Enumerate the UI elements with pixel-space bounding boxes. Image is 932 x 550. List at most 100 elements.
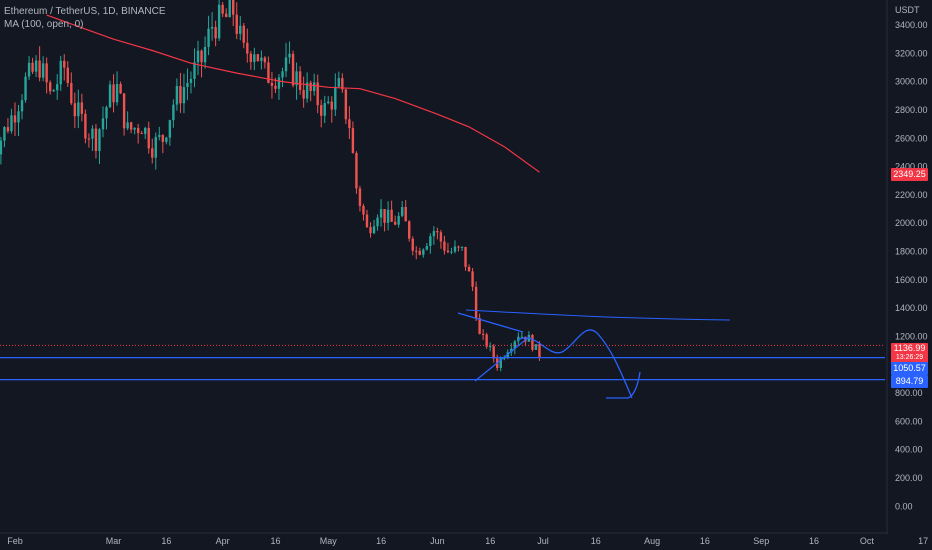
x-tick-label: Jul [537, 536, 549, 546]
candle-body [74, 103, 76, 116]
candle-body [158, 135, 160, 137]
candle-body [126, 122, 128, 128]
candle-body [45, 63, 47, 82]
candle-body [482, 334, 484, 335]
y-tick-label: 800.00 [895, 388, 923, 398]
candle-body [60, 61, 62, 84]
candle-body [42, 63, 44, 77]
x-tick-label: Oct [860, 536, 875, 546]
candle-body [169, 120, 171, 138]
candle-body [28, 63, 30, 77]
candle-body [302, 90, 304, 99]
candle-body [436, 231, 438, 232]
candle-body [204, 47, 206, 62]
candle-body [292, 54, 294, 86]
candle-body [429, 236, 431, 246]
candle-body [105, 107, 107, 118]
candle-body [239, 26, 241, 34]
candle-body [450, 252, 452, 253]
candle-body [366, 215, 368, 227]
x-tick-label: Mar [106, 536, 122, 546]
candle-body [63, 61, 65, 68]
candle-body [119, 84, 121, 93]
candle-body [246, 43, 248, 54]
candle-body [133, 128, 135, 130]
candle-body [211, 27, 213, 29]
candle-body [464, 247, 466, 267]
candle-body [14, 115, 16, 122]
candle-body [390, 210, 392, 222]
candle-body [123, 93, 125, 128]
candle-body [56, 84, 58, 90]
candle-body [471, 271, 473, 286]
candle-body [102, 118, 104, 129]
candle-body [112, 84, 114, 102]
x-tick-label: Apr [216, 536, 230, 546]
candle-body [419, 251, 421, 255]
x-tick-label: 16 [161, 536, 171, 546]
candle-body [243, 26, 245, 43]
candle-body [313, 83, 315, 91]
candle-body [405, 207, 407, 221]
y-tick-label: 1200.00 [895, 331, 928, 341]
candle-body [165, 138, 167, 142]
x-tick-label: Aug [644, 536, 660, 546]
y-tick-label: 1400.00 [895, 303, 928, 313]
candle-body [376, 218, 378, 227]
candle-body [53, 90, 55, 91]
y-tick-label: 600.00 [895, 416, 923, 426]
candle-body [49, 82, 51, 91]
candle-body [81, 102, 83, 113]
candle-body [362, 206, 364, 215]
y-tick-label: 2000.00 [895, 218, 928, 228]
y-tick-label: 2600.00 [895, 133, 928, 143]
candle-body [109, 84, 111, 107]
y-tick-label: 2200.00 [895, 190, 928, 200]
candle-body [327, 102, 329, 104]
candle-body [369, 227, 371, 233]
candle-body [98, 129, 100, 151]
candle-body [91, 129, 93, 139]
x-tick-label: 16 [591, 536, 601, 546]
candle-body [88, 139, 90, 140]
candle-body [84, 114, 86, 139]
symbol-label: Ethereum / TetherUS, 1D, BINANCE [4, 5, 166, 18]
candle-body [70, 83, 72, 103]
candle-body [415, 251, 417, 252]
candle-body [95, 129, 97, 151]
currency-label: USDT [895, 5, 920, 15]
candle-body [352, 128, 354, 153]
candle-body [359, 188, 361, 205]
candle-body [338, 78, 340, 87]
candle-body [426, 246, 428, 250]
x-tick-label: Feb [7, 536, 23, 546]
candle-body [334, 87, 336, 110]
candle-body [155, 137, 157, 158]
candle-body [77, 102, 79, 116]
y-tick-label: 3200.00 [895, 48, 928, 58]
x-tick-label: 16 [270, 536, 280, 546]
x-tick-label: Jun [430, 536, 445, 546]
candle-body [144, 128, 146, 134]
candle-body [387, 210, 389, 223]
candle-body [433, 231, 435, 236]
candle-body [422, 250, 424, 255]
candle-body [151, 148, 153, 157]
candle-body [412, 239, 414, 251]
support-2-price-tag: 894.79 [891, 375, 928, 388]
candle-body [221, 5, 223, 14]
candle-body [489, 346, 491, 347]
candle-body [31, 63, 33, 72]
candle-body [130, 122, 132, 129]
x-tick-label: 16 [485, 536, 495, 546]
candle-body [309, 83, 311, 91]
candle-body [457, 247, 459, 248]
candle-body [394, 222, 396, 225]
candle-body [172, 105, 174, 120]
candle-body [454, 247, 456, 252]
candle-body [538, 344, 540, 358]
candle-body [67, 68, 69, 83]
candle-body [531, 335, 533, 350]
candle-body [229, 0, 231, 17]
